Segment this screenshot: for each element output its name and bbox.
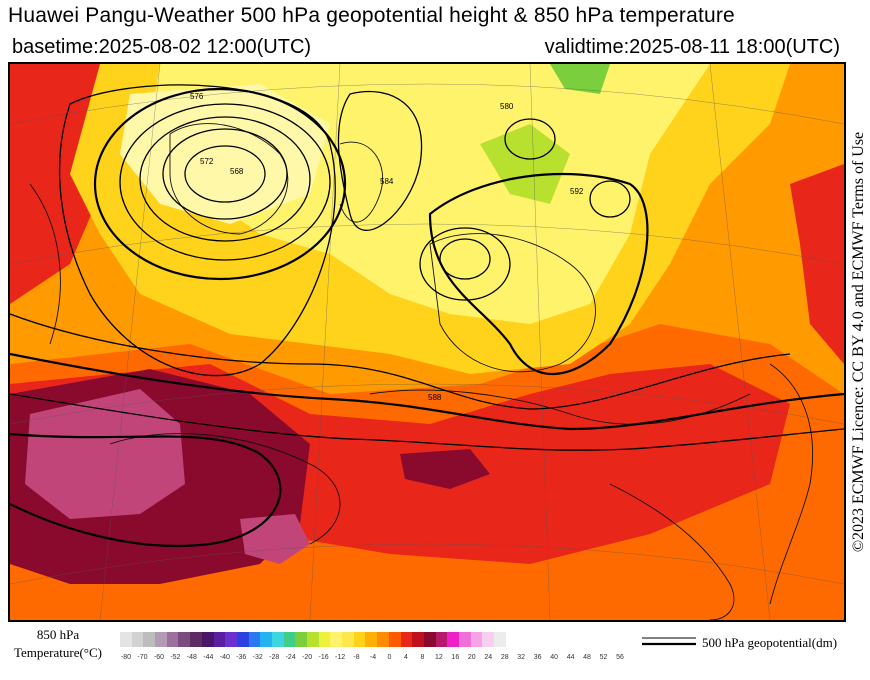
- colorbar-swatch: [470, 632, 483, 647]
- colorbar-swatch: [131, 632, 144, 647]
- temp-region-green-top: [550, 64, 610, 94]
- colorbar-tick-label: -32: [252, 654, 263, 661]
- graticule: [10, 64, 844, 620]
- colorbar-swatch: [120, 632, 132, 647]
- basetime-label: basetime:2025-08-02 12:00(UTC): [12, 36, 312, 58]
- colorbar-tick-label: -24: [285, 654, 296, 661]
- colorbar-swatch: [494, 632, 506, 647]
- colorbar-tick-label: 44: [566, 654, 575, 661]
- colorbar-tick-label: -4: [369, 654, 377, 661]
- colorbar-tick-label: -80: [120, 654, 132, 661]
- geopotential-legend-label: 500 hPa geopotential(dm): [702, 635, 838, 650]
- colorbar-tick-label: -52: [170, 654, 181, 661]
- colorbar-tick-label: 36: [533, 654, 542, 661]
- colorbar-swatch: [307, 632, 319, 647]
- colorbar-swatch: [342, 632, 354, 647]
- colorbar-swatch: [353, 632, 366, 647]
- geopotential-contours: [10, 84, 844, 548]
- colorbar-swatch: [447, 632, 459, 647]
- temp-region-hot-spot-east: [400, 449, 490, 489]
- colorbar-swatch: [377, 632, 389, 647]
- temperature-colorbar: [120, 632, 506, 647]
- colorbar-swatch: [178, 632, 191, 647]
- colorbar-tick-label: -8: [353, 654, 360, 661]
- colorbar-tick-label: 0: [387, 654, 392, 661]
- colorbar-swatch: [435, 632, 448, 647]
- colorbar-tick-label: -40: [219, 654, 230, 661]
- colorbar-swatch: [388, 632, 401, 647]
- colorbar-tick-label: 16: [451, 654, 460, 661]
- colorbar-swatch: [283, 632, 296, 647]
- colorbar-tick-label: -44: [203, 654, 214, 661]
- contour-labels: 584 588 592 576 580 572 568: [190, 92, 584, 402]
- temperature-legend-label-line2: Temperature(°C): [13, 645, 103, 660]
- colorbar-tick-label: 48: [583, 654, 591, 661]
- colorbar-tick-label: -36: [236, 654, 247, 661]
- contour-label: 588: [428, 393, 442, 402]
- colorbar-tick-label: 32: [517, 654, 526, 661]
- colorbar-swatch: [423, 632, 436, 647]
- colorbar-swatch: [225, 632, 237, 647]
- license-note: ©2023 ECMWF Licence: CC BY 4.0 and ECMWF…: [848, 62, 870, 622]
- colorbar-swatch: [155, 632, 167, 647]
- colorbar-swatch: [143, 632, 156, 647]
- temperature-legend-label-line1: 850 hPa: [36, 627, 80, 642]
- colorbar-tick-label: -28: [269, 654, 280, 661]
- colorbar-tick-label: 4: [403, 654, 408, 661]
- colorbar-tick-label: 8: [420, 654, 425, 661]
- colorbar-swatch: [295, 632, 307, 647]
- temp-region-hottest-west: [25, 389, 185, 519]
- colorbar-swatch: [482, 632, 494, 647]
- weather-map-canvas: 584 588 592 576 580 572 568: [10, 64, 844, 620]
- temp-region-green-patch: [480, 124, 570, 204]
- chart-title: Huawei Pangu-Weather 500 hPa geopotentia…: [8, 4, 735, 27]
- colorbar-swatch: [330, 632, 343, 647]
- colorbar-tick-label: 40: [550, 654, 559, 661]
- validtime-label: validtime:2025-08-11 18:00(UTC): [544, 36, 840, 58]
- colorbar-tick-label: 20: [467, 654, 476, 661]
- colorbar-tick-label: 24: [484, 654, 493, 661]
- colorbar-tick-label: -20: [302, 654, 313, 661]
- colorbar-tick-label: -48: [186, 654, 197, 661]
- colorbar-tick-label: 56: [616, 654, 624, 661]
- temperature-legend-label: 850 hPa Temperature(°C): [8, 626, 108, 662]
- colorbar-swatch: [166, 632, 179, 647]
- colorbar-swatch: [318, 632, 331, 647]
- contour-label: 576: [190, 92, 204, 101]
- colorbar-swatch: [400, 632, 413, 647]
- colorbar-tick-label: -70: [137, 654, 148, 661]
- colorbar-swatch: [248, 632, 261, 647]
- colorbar-swatch: [271, 632, 284, 647]
- license-text: ©2023 ECMWF Licence: CC BY 4.0 and ECMWF…: [850, 131, 867, 553]
- colorbar-tick-label: -12: [335, 654, 346, 661]
- contour-label: 568: [230, 167, 244, 176]
- colorbar-swatch: [190, 632, 202, 647]
- contour-label: 572: [200, 157, 214, 166]
- colorbar-swatch: [213, 632, 226, 647]
- colorbar-swatch: [365, 632, 378, 647]
- temperature-colorbar-ticks: -80 -70 -60 -52 -48 -44 -40 -36 -32 -28 -24 -20 -16-…: [118, 654, 628, 666]
- temp-region-east-red: [790, 164, 844, 364]
- weather-map: 584 588 592 576 580 572 568: [8, 62, 846, 622]
- colorbar-swatch: [236, 632, 249, 647]
- contour-label: 584: [380, 177, 394, 186]
- contour-label: 580: [500, 102, 514, 111]
- colorbar-tick-label: 28: [500, 654, 509, 661]
- colorbar-swatch: [201, 632, 214, 647]
- colorbar-swatch: [412, 632, 424, 647]
- colorbar-tick-label: -60: [153, 654, 164, 661]
- geopotential-legend-lines: [642, 637, 696, 646]
- coastlines: [29, 123, 814, 620]
- contour-label: 592: [570, 187, 584, 196]
- colorbar-swatch: [458, 632, 471, 647]
- colorbar-tick-label: 12: [434, 654, 443, 661]
- colorbar-swatch: [260, 632, 272, 647]
- colorbar-tick-label: 52: [599, 654, 608, 661]
- geopotential-legend: 500 hPa geopotential(dm): [640, 632, 870, 656]
- colorbar-tick-label: -16: [318, 654, 329, 661]
